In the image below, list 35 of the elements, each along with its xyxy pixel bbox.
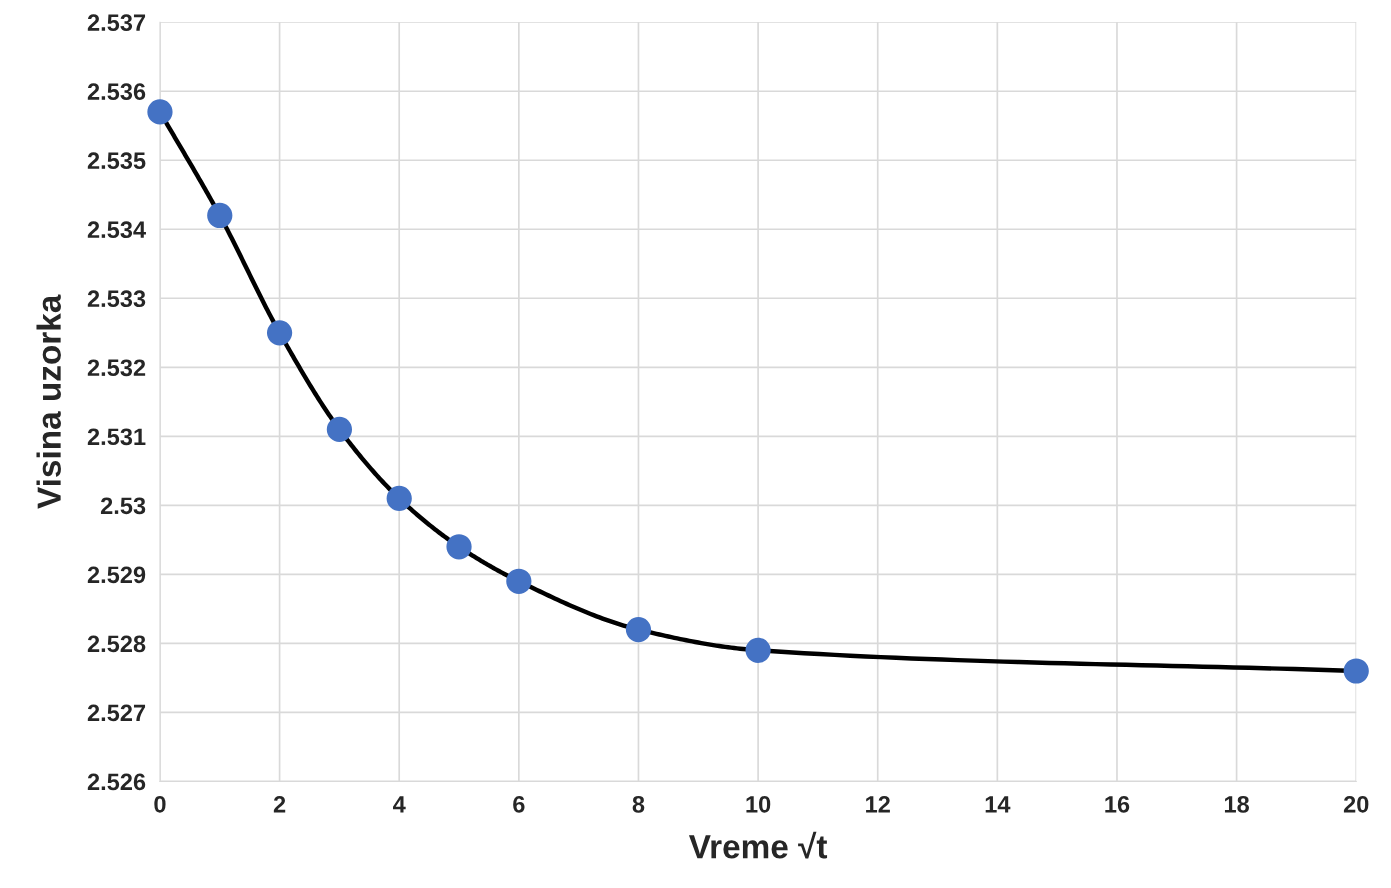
y-tick-label: 2.537: [87, 14, 146, 32]
y-tick-label: 2.534: [87, 221, 146, 239]
point: [625, 616, 652, 643]
y-tick-label: 2.53: [100, 497, 146, 515]
y-tick-label: 2.528: [87, 635, 146, 653]
x-tick-label: 20: [1343, 795, 1369, 813]
point: [506, 568, 532, 594]
point: [745, 637, 771, 663]
point: [1343, 658, 1369, 684]
y-tick-label: 2.532: [87, 359, 146, 377]
y-tick-label: 2.533: [87, 290, 146, 308]
x-tick-label: 4: [393, 796, 406, 813]
y-tick-label: 2.531: [87, 428, 146, 446]
x-tick-label: 18: [1224, 795, 1250, 813]
y-axis-title: Visina uzorka: [36, 294, 61, 509]
point: [446, 534, 472, 560]
x-tick-label: 14: [985, 796, 1011, 813]
y-tick-label: 2.527: [87, 704, 146, 722]
x-tick-label: 10: [746, 795, 771, 813]
x-tick-label: 6: [513, 795, 525, 813]
x-axis-title: Vreme √t: [688, 831, 828, 859]
point: [266, 320, 293, 346]
point: [207, 202, 233, 229]
y-tick-label: 2.536: [87, 83, 146, 101]
y-tick-label: 2.526: [87, 773, 146, 791]
y-tick-label: 2.529: [87, 566, 146, 584]
x-tick-label: 0: [154, 795, 166, 813]
x-tick-label: 16: [1105, 795, 1130, 813]
point: [326, 416, 353, 443]
x-tick-label: 12: [866, 795, 890, 813]
x-tick-label: 2: [273, 795, 286, 813]
point: [386, 485, 412, 512]
x-tick-label: 8: [632, 795, 645, 813]
point: [147, 99, 173, 125]
y-tick-label: 2.535: [87, 152, 146, 170]
